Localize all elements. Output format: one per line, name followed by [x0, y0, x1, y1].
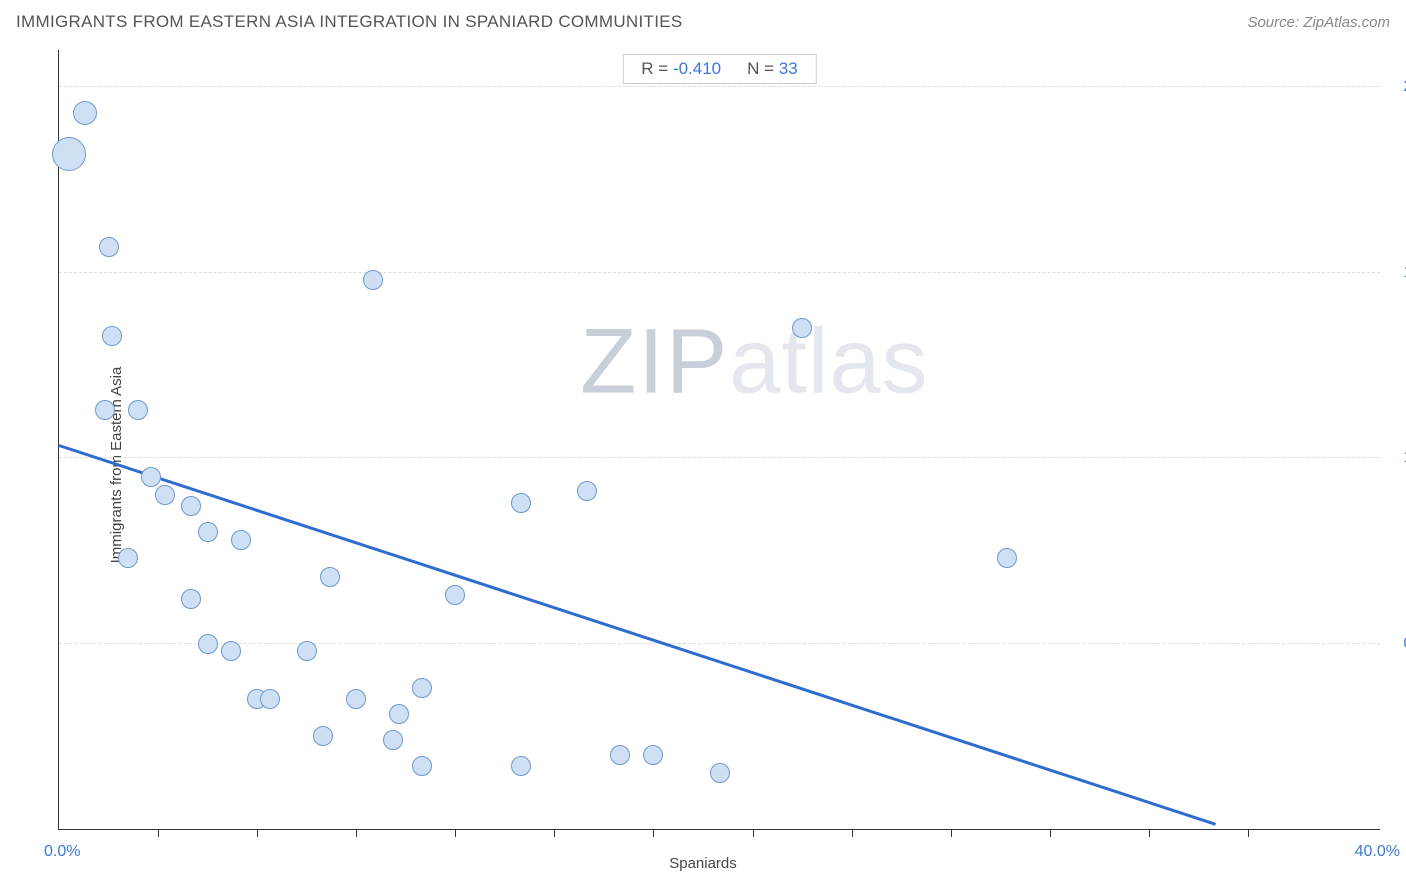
x-tick — [554, 829, 555, 837]
y-gridline: 1.0% — [59, 457, 1380, 458]
scatter-point — [198, 522, 218, 542]
scatter-point — [383, 730, 403, 750]
scatter-point — [73, 101, 97, 125]
r-stat: R = -0.410 — [641, 59, 721, 79]
scatter-point — [320, 567, 340, 587]
scatter-point — [231, 530, 251, 550]
scatter-point — [221, 641, 241, 661]
x-tick — [653, 829, 654, 837]
scatter-point — [412, 678, 432, 698]
scatter-point — [99, 237, 119, 257]
scatter-point — [412, 756, 432, 776]
plot-area: ZIPatlas R = -0.410 N = 33 0.0% 40.0% 0.… — [58, 50, 1380, 830]
scatter-point — [363, 270, 383, 290]
x-tick — [158, 829, 159, 837]
scatter-point — [95, 400, 115, 420]
scatter-point — [511, 756, 531, 776]
n-value: 33 — [779, 59, 798, 78]
x-tick — [1248, 829, 1249, 837]
watermark-atlas: atlas — [729, 310, 928, 412]
scatter-point — [297, 641, 317, 661]
stat-box: R = -0.410 N = 33 — [622, 54, 816, 84]
y-tick-label: 1.5% — [1390, 264, 1406, 282]
source-attribution: Source: ZipAtlas.com — [1247, 14, 1390, 31]
watermark: ZIPatlas — [580, 309, 928, 414]
x-tick — [1149, 829, 1150, 837]
chart-container: Immigrants from Eastern Asia Spaniards Z… — [16, 50, 1390, 880]
x-axis-label: Spaniards — [669, 855, 737, 872]
trend-line — [59, 444, 1217, 826]
x-tick — [455, 829, 456, 837]
r-label: R = — [641, 59, 668, 78]
scatter-point — [643, 745, 663, 765]
scatter-point — [198, 634, 218, 654]
x-tick — [1050, 829, 1051, 837]
scatter-point — [313, 726, 333, 746]
scatter-point — [610, 745, 630, 765]
n-label: N = — [747, 59, 774, 78]
scatter-point — [997, 548, 1017, 568]
y-gridline: 2.0% — [59, 86, 1380, 87]
y-tick-label: 1.0% — [1390, 449, 1406, 467]
y-tick-label: 2.0% — [1390, 78, 1406, 96]
scatter-point — [260, 689, 280, 709]
scatter-point — [511, 493, 531, 513]
scatter-point — [141, 467, 161, 487]
x-axis-min: 0.0% — [44, 843, 80, 861]
y-tick-label: 0.5% — [1390, 635, 1406, 653]
x-tick — [356, 829, 357, 837]
y-gridline: 0.5% — [59, 643, 1380, 644]
r-value: -0.410 — [673, 59, 721, 78]
scatter-point — [389, 704, 409, 724]
scatter-point — [181, 589, 201, 609]
watermark-zip: ZIP — [580, 310, 729, 412]
scatter-point — [792, 318, 812, 338]
x-axis-max: 40.0% — [1355, 843, 1400, 861]
scatter-point — [346, 689, 366, 709]
x-tick — [852, 829, 853, 837]
scatter-point — [118, 548, 138, 568]
x-tick — [257, 829, 258, 837]
scatter-point — [445, 585, 465, 605]
x-tick — [951, 829, 952, 837]
scatter-point — [52, 137, 86, 171]
scatter-point — [710, 763, 730, 783]
scatter-point — [181, 496, 201, 516]
y-gridline: 1.5% — [59, 272, 1380, 273]
scatter-point — [102, 326, 122, 346]
scatter-point — [128, 400, 148, 420]
title-bar: IMMIGRANTS FROM EASTERN ASIA INTEGRATION… — [16, 12, 1390, 32]
x-tick — [753, 829, 754, 837]
scatter-point — [155, 485, 175, 505]
page-title: IMMIGRANTS FROM EASTERN ASIA INTEGRATION… — [16, 12, 683, 32]
n-stat: N = 33 — [747, 59, 798, 79]
scatter-point — [577, 481, 597, 501]
